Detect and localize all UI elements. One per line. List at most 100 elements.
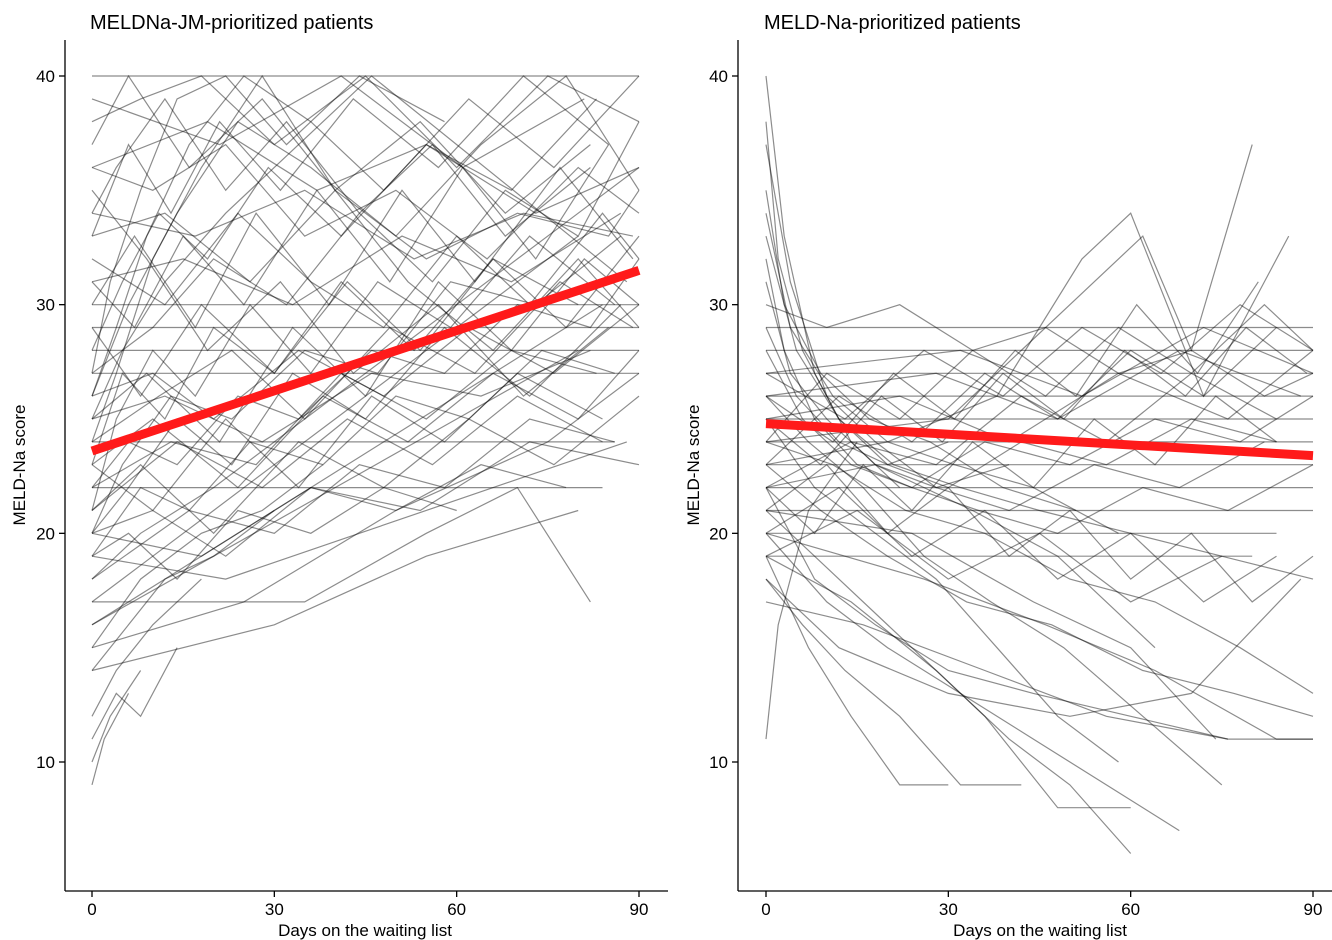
x-tick-label: 30	[939, 900, 958, 919]
trajectory-line-34	[765, 463, 1314, 603]
panel-meldna-jm: MELDNa-JM-prioritized patients 0 30 60 90 10…	[10, 12, 668, 940]
trajectory-line-17	[91, 304, 603, 626]
trajectory-line-30	[765, 372, 1277, 489]
trajectory-line-49	[765, 555, 949, 786]
trajectory-line-38	[91, 395, 603, 511]
trajectory-line-40	[765, 281, 1265, 512]
x-axis-label: Days on the waiting list	[953, 921, 1127, 940]
trajectory-line-55	[91, 212, 622, 306]
trajectory-line-40	[91, 98, 597, 351]
trajectory-line-37	[91, 372, 603, 512]
trajectory-line-46	[91, 75, 445, 374]
trajectory-layer	[765, 75, 1314, 854]
trend-line	[90, 266, 641, 456]
y-tick-label: 30	[709, 296, 728, 315]
trajectory-line-15	[765, 190, 1077, 512]
trajectory-line-25	[91, 75, 640, 397]
trajectory-line-44	[765, 464, 1156, 649]
y-tick-label: 20	[709, 524, 728, 543]
trajectory-line-58	[91, 75, 585, 169]
trajectory-line-60	[91, 258, 579, 465]
trajectory-line-12	[91, 395, 640, 535]
trajectory-line-43	[765, 212, 1290, 466]
trajectory-line-30	[91, 258, 640, 488]
trajectory-layer	[91, 74, 640, 786]
trajectory-line-28	[765, 303, 1314, 443]
trajectory-line-32	[91, 121, 640, 374]
trajectory-line-11	[765, 304, 1314, 397]
trajectory-line-47	[765, 578, 1302, 717]
trajectory-line-45	[91, 75, 640, 397]
trajectory-line-26	[765, 418, 1119, 763]
trajectory-line-13	[765, 121, 949, 466]
trajectory-line-23	[91, 693, 130, 786]
chart-title: MELD-Na-prioritized patients	[764, 12, 1021, 34]
x-axis-label: Days on the waiting list	[278, 921, 452, 940]
trajectory-line-34	[91, 97, 591, 237]
trajectory-line-16	[765, 213, 1119, 534]
trajectory-line-12	[765, 75, 901, 489]
x-tick-label: 30	[265, 900, 284, 919]
trajectory-line-45	[765, 509, 1217, 740]
trajectory-line-35	[91, 74, 591, 215]
trajectory-line-48	[765, 601, 1229, 740]
trajectory-line-16	[91, 235, 579, 603]
trajectory-line-48	[91, 349, 579, 626]
trajectory-line-1	[91, 75, 640, 169]
trajectory-line-29	[91, 235, 622, 534]
y-tick-label: 40	[36, 67, 55, 86]
trajectory-line-28	[91, 189, 609, 397]
trajectory-line-41	[765, 258, 1314, 534]
trajectory-line-37	[765, 395, 1277, 535]
trajectory-line-50	[765, 349, 1314, 443]
y-tick-label: 40	[709, 67, 728, 86]
trajectory-line-27	[91, 144, 610, 329]
trajectory-line-38	[765, 350, 1314, 489]
trajectory-line-39	[91, 418, 615, 580]
trajectory-line-42	[765, 144, 1253, 443]
trajectory-line-56	[91, 189, 634, 260]
y-tick-label: 30	[36, 296, 55, 315]
trajectory-line-21	[91, 647, 178, 740]
x-tick-label: 90	[630, 900, 649, 919]
trend-line	[765, 419, 1314, 461]
trajectory-line-20	[765, 532, 1180, 832]
x-tick-label: 0	[87, 900, 96, 919]
trajectory-line-35	[765, 486, 1277, 603]
x-tick-label: 90	[1304, 900, 1323, 919]
x-tick-label: 60	[1121, 900, 1140, 919]
trajectory-line-23	[765, 555, 1132, 854]
y-tick-label: 20	[36, 524, 55, 543]
trajectory-line-18	[765, 441, 858, 740]
trajectory-line-32	[765, 281, 1259, 443]
trajectory-line-51	[765, 349, 1302, 420]
trajectory-line-20	[91, 578, 202, 717]
trajectory-line-27	[765, 395, 1223, 786]
trajectory-line-52	[91, 441, 627, 580]
y-tick-label: 10	[709, 753, 728, 772]
trajectory-line-52	[765, 326, 1314, 397]
trajectory-line-31	[91, 349, 615, 557]
trajectory-line-36	[765, 509, 1314, 603]
trajectory-line-54	[91, 349, 591, 443]
trajectory-line-50	[91, 509, 579, 672]
x-tick-label: 60	[447, 900, 466, 919]
trajectory-line-41	[91, 166, 634, 329]
trajectory-line-59	[91, 235, 616, 511]
trajectory-line-13	[91, 464, 567, 557]
trajectory-line-22	[91, 670, 142, 763]
trajectory-line-17	[765, 235, 1222, 557]
trajectory-line-39	[765, 327, 1277, 489]
trajectory-line-22	[765, 578, 1022, 786]
trajectory-line-51	[91, 441, 640, 557]
trajectory-line-14	[91, 486, 457, 580]
trajectory-line-46	[765, 532, 1313, 740]
trajectory-line-19	[91, 510, 275, 671]
tick-layer: 0 30 60 90 10 20 30 40	[36, 67, 648, 919]
trajectory-line-15	[91, 167, 640, 580]
tick-layer: 0 30 60 90 10 20 30 40	[709, 67, 1322, 919]
trajectory-line-2	[91, 143, 640, 260]
trajectory-line-3	[91, 189, 640, 283]
trajectory-line-42	[91, 258, 640, 443]
